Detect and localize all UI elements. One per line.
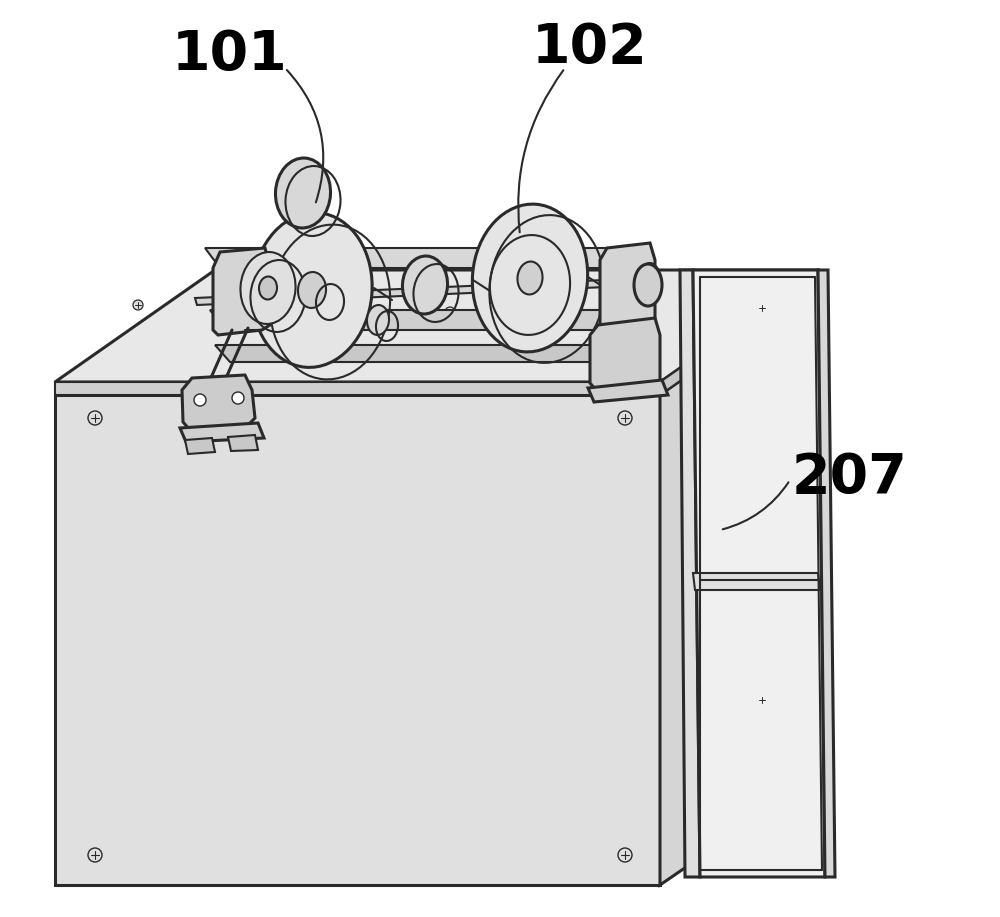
Circle shape	[757, 303, 767, 313]
Polygon shape	[693, 573, 820, 590]
Polygon shape	[210, 310, 650, 330]
Polygon shape	[55, 395, 660, 885]
Ellipse shape	[472, 204, 588, 352]
Ellipse shape	[517, 261, 543, 294]
Polygon shape	[600, 243, 655, 330]
Polygon shape	[205, 248, 650, 268]
Polygon shape	[660, 270, 820, 395]
Circle shape	[88, 848, 102, 862]
Polygon shape	[213, 248, 270, 335]
Polygon shape	[182, 375, 255, 430]
Ellipse shape	[402, 256, 448, 314]
Polygon shape	[195, 278, 652, 305]
Circle shape	[133, 300, 143, 310]
Polygon shape	[588, 380, 668, 402]
Ellipse shape	[367, 305, 389, 335]
Text: 207: 207	[792, 451, 908, 505]
Circle shape	[757, 695, 767, 705]
Polygon shape	[185, 438, 215, 454]
Circle shape	[194, 394, 206, 406]
Text: 102: 102	[532, 21, 648, 75]
Circle shape	[232, 392, 244, 404]
Polygon shape	[680, 270, 700, 877]
Polygon shape	[590, 318, 660, 390]
Ellipse shape	[639, 263, 661, 303]
Polygon shape	[215, 345, 655, 362]
Ellipse shape	[298, 272, 326, 308]
Polygon shape	[180, 423, 264, 442]
Polygon shape	[660, 283, 820, 885]
Circle shape	[618, 411, 632, 425]
Polygon shape	[228, 435, 258, 451]
Polygon shape	[693, 270, 825, 877]
Ellipse shape	[240, 252, 296, 324]
Circle shape	[88, 411, 102, 425]
Polygon shape	[55, 382, 660, 395]
Polygon shape	[55, 270, 820, 382]
Circle shape	[618, 848, 632, 862]
Ellipse shape	[259, 277, 277, 300]
Ellipse shape	[252, 213, 372, 368]
Ellipse shape	[275, 158, 331, 228]
Circle shape	[445, 307, 455, 317]
Text: 101: 101	[172, 28, 288, 82]
Ellipse shape	[634, 264, 662, 306]
Polygon shape	[818, 270, 835, 877]
